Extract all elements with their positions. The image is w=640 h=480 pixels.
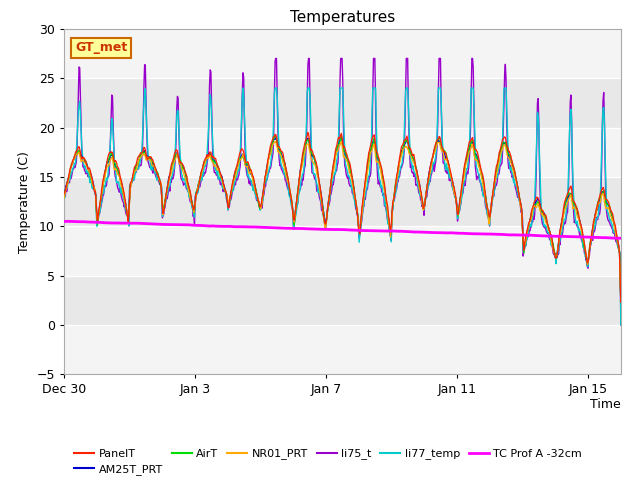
Text: GT_met: GT_met <box>75 41 127 54</box>
Bar <box>64 128 621 177</box>
Legend: PanelT, AM25T_PRT, AirT, NR01_PRT, li75_t, li77_temp, TC Prof A -32cm: PanelT, AM25T_PRT, AirT, NR01_PRT, li75_… <box>70 444 586 480</box>
X-axis label: Time: Time <box>590 398 621 411</box>
Bar <box>64 325 621 374</box>
Bar <box>64 226 621 276</box>
Y-axis label: Temperature (C): Temperature (C) <box>18 151 31 252</box>
Title: Temperatures: Temperatures <box>290 10 395 25</box>
Bar <box>64 29 621 78</box>
